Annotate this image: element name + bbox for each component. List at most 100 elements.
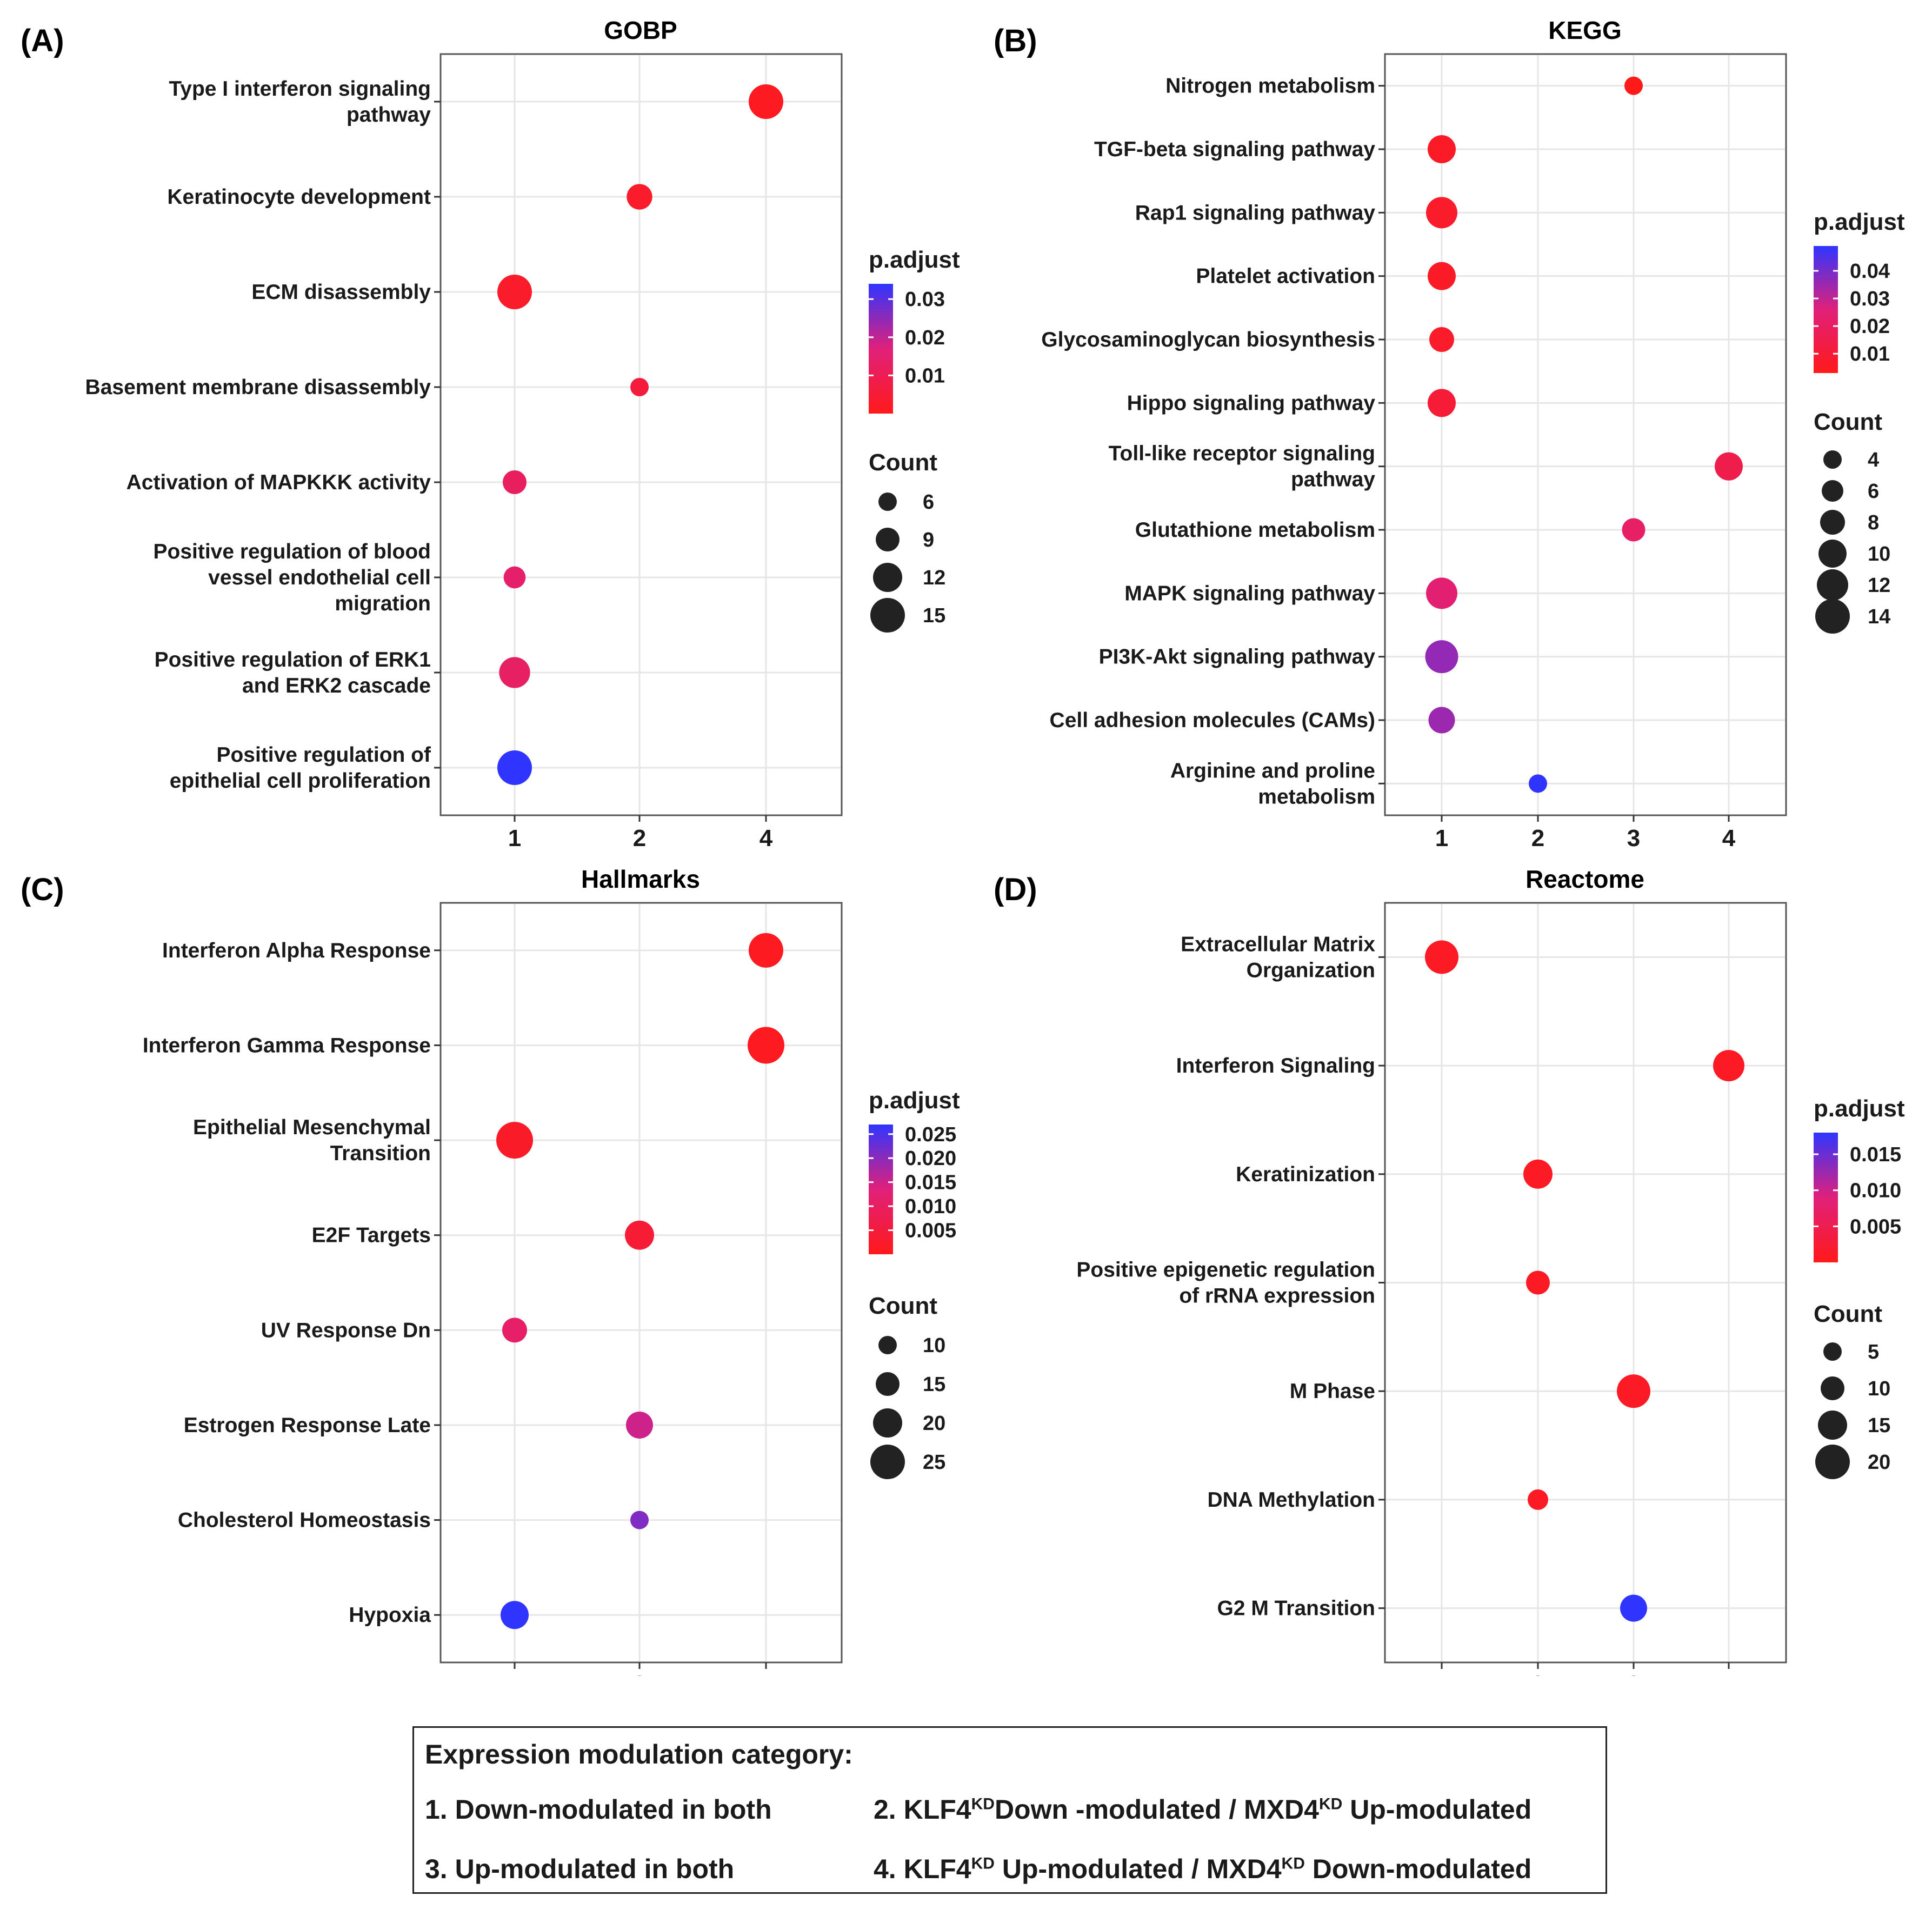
plot-area: [1384, 53, 1787, 816]
y-tick-label: ECM disassembly: [251, 281, 431, 304]
data-point: [1526, 1270, 1550, 1295]
size-legend-label: 20: [923, 1412, 945, 1435]
y-tick-label: M Phase: [1290, 1380, 1375, 1403]
data-point: [503, 566, 526, 589]
data-point: [1425, 940, 1458, 974]
size-legend-dot: [1821, 1376, 1844, 1400]
y-tick-label: Type I interferon signaling pathway: [169, 77, 431, 127]
x-tick-label: 1: [508, 1671, 521, 1676]
category-item-superscript: KD: [971, 1854, 995, 1873]
category-item-number: 3.: [425, 1854, 448, 1884]
data-point: [1429, 327, 1454, 352]
size-legend-dot: [873, 563, 902, 592]
panel-label: (D): [994, 872, 1037, 907]
color-legend-label: 0.010: [905, 1195, 956, 1218]
x-tick-label: 4: [760, 825, 773, 851]
size-legend-title: Count: [869, 449, 937, 476]
y-tick-label: Extracellular Matrix Organization: [1181, 933, 1375, 982]
data-point: [496, 1122, 533, 1159]
size-legend-label: 6: [923, 491, 934, 514]
data-point: [497, 750, 532, 785]
size-legend-title: Count: [869, 1293, 937, 1319]
size-legend-label: 6: [1868, 480, 1879, 503]
x-tick-label: 4: [1722, 825, 1736, 851]
size-legend-dot: [1820, 510, 1845, 535]
color-legend-title: p.adjust: [1814, 209, 1905, 235]
category-item-text: Up-modulated in both: [455, 1854, 735, 1884]
y-tick-label: E2F Targets: [312, 1224, 431, 1247]
size-legend-label: 5: [1868, 1341, 1879, 1363]
x-tick-label: 2: [1531, 1671, 1544, 1676]
category-item-text: KLF4: [903, 1794, 971, 1825]
size-legend-dot: [1815, 1445, 1850, 1479]
size-legend-dot: [1818, 540, 1847, 568]
size-legend-label: 15: [923, 1373, 945, 1396]
color-bar: [869, 1125, 893, 1254]
size-legend-dot: [870, 598, 905, 633]
size-legend-dot: [1823, 1342, 1842, 1361]
category-item-text: KLF4: [903, 1854, 971, 1884]
y-tick-label: Positive regulation of ERK1 and ERK2 casc…: [155, 648, 431, 697]
category-item-text: Up-modulated / MXD4: [994, 1854, 1282, 1884]
category-item-2: 2. KLF4KDDown -modulated / MXD4KD Up-mod…: [874, 1794, 1531, 1825]
x-tick-label: 3: [1627, 825, 1640, 851]
category-item-number: 4.: [874, 1854, 896, 1884]
x-tick-label: 1: [508, 825, 521, 851]
data-point: [630, 378, 649, 396]
y-tick-label: Interferon Gamma Response: [143, 1034, 431, 1057]
size-legend-label: 25: [923, 1451, 945, 1474]
size-legend-dot: [876, 528, 900, 551]
size-legend-dot: [1817, 569, 1848, 601]
category-item-number: 2.: [874, 1794, 896, 1825]
panel-title: Reactome: [1525, 865, 1644, 893]
data-point: [748, 1027, 784, 1064]
plot-area: [439, 902, 843, 1664]
size-legend-label: 4: [1868, 449, 1879, 471]
y-tick-label: Activation of MAPKKK activity: [126, 471, 431, 494]
category-item-3: 3. Up-modulated in both: [425, 1853, 734, 1885]
color-legend-label: 0.01: [1850, 343, 1890, 365]
size-legend-dot: [878, 1336, 897, 1354]
y-tick-label: Basement membrane disassembly: [85, 376, 431, 399]
y-tick-label: TGF-beta signaling pathway: [1094, 138, 1375, 161]
size-legend-label: 20: [1868, 1451, 1890, 1474]
y-tick-label: Positive regulation of blood vessel endot…: [153, 540, 431, 615]
category-item-text: Down-modulated: [1304, 1854, 1532, 1884]
panel-reactome: (D) Reactome Extracellular Matrix Organizat…: [994, 865, 1905, 1676]
enrichment-figure: (A) GOBP Type I interferon signaling pathwa…: [21, 16, 1905, 1676]
y-tick-label: UV Response Dn: [261, 1319, 431, 1342]
x-tick-label: 1: [1435, 825, 1448, 851]
panel-title: Hallmarks: [581, 865, 700, 893]
data-point: [1428, 707, 1455, 734]
y-tick-label: Nitrogen metabolism: [1165, 75, 1375, 98]
panel-title: GOBP: [604, 16, 677, 44]
y-tick-label: Keratinization: [1236, 1163, 1375, 1186]
category-item-superscript: KD: [1281, 1854, 1305, 1873]
color-legend-label: 0.02: [1850, 315, 1890, 338]
color-legend-label: 0.01: [905, 364, 945, 387]
y-tick-label: MAPK signaling pathway: [1124, 582, 1375, 605]
size-legend-dot: [1822, 480, 1843, 502]
category-item-text: Up-modulated: [1342, 1794, 1532, 1825]
y-tick-label: Epithelial Mesenchymal Transition: [193, 1116, 431, 1165]
color-bar: [1814, 246, 1838, 373]
y-tick-label: Arginine and proline metabolism: [1170, 759, 1375, 808]
data-point: [1425, 640, 1458, 674]
size-legend-label: 10: [1868, 543, 1890, 566]
y-tick-label: Positive regulation of epithelial cell pr…: [170, 743, 431, 793]
y-tick-label: Interferon Signaling: [1176, 1054, 1375, 1077]
panel-label: (B): [994, 23, 1037, 58]
x-tick-label: 1: [1435, 1671, 1448, 1676]
panel-kegg: (B) KEGG Nitrogen metabolism TGF-beta signa…: [994, 16, 1905, 851]
y-tick-label: Rap1 signaling pathway: [1135, 201, 1376, 224]
color-legend-label: 0.02: [905, 327, 945, 349]
color-legend-label: 0.010: [1850, 1180, 1901, 1202]
data-point: [1428, 389, 1456, 417]
category-legend-title: Expression modulation category:: [425, 1739, 853, 1769]
size-legend-dot: [1823, 450, 1842, 469]
x-tick-label: 4: [760, 1671, 773, 1676]
size-legend-label: 9: [923, 529, 934, 551]
data-point: [1617, 1374, 1650, 1408]
data-point: [1426, 197, 1457, 229]
data-point: [625, 1220, 654, 1250]
